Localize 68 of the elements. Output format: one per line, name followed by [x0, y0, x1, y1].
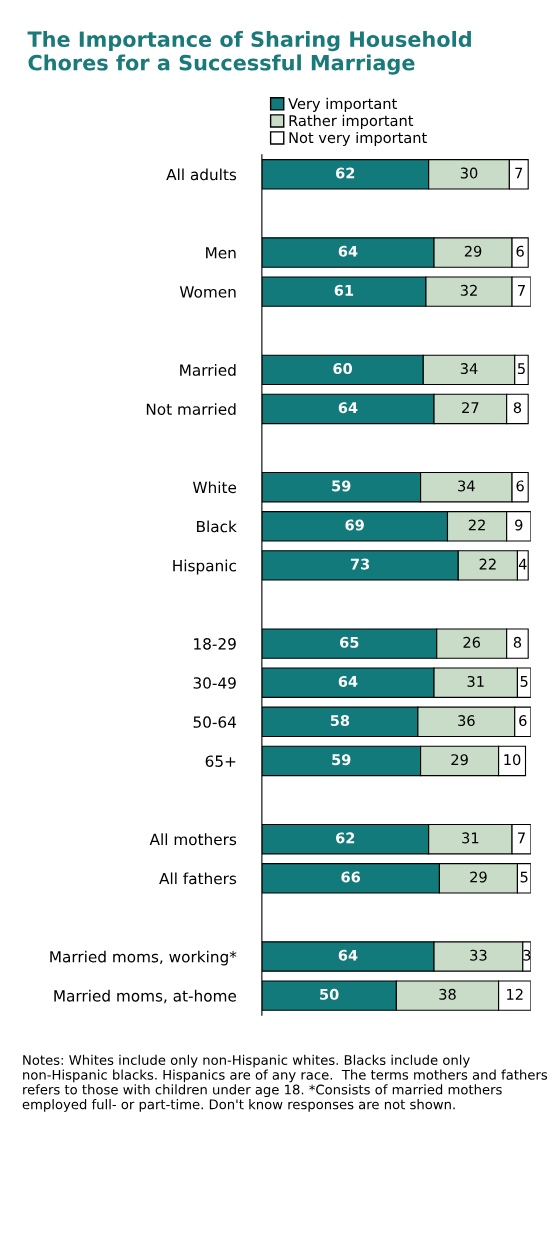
data-label: 27	[462, 402, 479, 413]
data-label: 4	[518, 558, 527, 570]
data-label: 30	[460, 167, 478, 179]
data-label: 50	[320, 988, 339, 1000]
data-label: 5	[517, 363, 525, 375]
y-tick-label: Married	[180, 364, 236, 376]
data-label: 60	[333, 363, 353, 375]
data-label: 36	[458, 715, 475, 727]
data-label: 34	[458, 480, 475, 492]
data-label: 62	[336, 167, 355, 179]
y-tick-label: White	[192, 481, 237, 494]
y-tick-label: All adults	[166, 168, 237, 181]
y-tick-label: Not married	[146, 403, 236, 415]
data-label: 73	[350, 558, 370, 570]
data-label: 8	[513, 402, 522, 414]
data-label: 5	[520, 871, 528, 883]
chart-title: The Importance of Sharing Household Chores for a Successful Marriage	[27, 30, 471, 75]
data-label: 22	[468, 519, 485, 531]
y-tick-label: Married moms, working*	[50, 950, 237, 966]
data-label: 26	[463, 636, 481, 648]
data-label: 58	[330, 715, 350, 727]
data-label: 62	[336, 832, 355, 844]
data-label: 7	[518, 832, 525, 844]
data-label: 10	[504, 754, 521, 766]
y-tick-label: All fathers	[159, 872, 237, 885]
data-label: 64	[338, 402, 358, 414]
y-tick-label: Hispanic	[173, 559, 236, 575]
data-label: 59	[332, 754, 351, 766]
y-tick-label: 65+	[205, 755, 236, 767]
data-label: 61	[334, 284, 354, 296]
data-label: 29	[470, 871, 487, 883]
legend-label: Very important	[288, 97, 397, 112]
legend-label: Not very important	[289, 131, 427, 146]
data-label: 65	[340, 636, 359, 648]
data-label: 38	[439, 988, 456, 1000]
y-tick-label: 30-49	[193, 677, 236, 689]
data-label: 6	[516, 245, 524, 257]
y-tick-label: 50-64	[193, 716, 237, 728]
data-label: 31	[467, 675, 484, 687]
data-label: 29	[464, 245, 482, 257]
y-tick-label: 18-29	[194, 638, 236, 650]
data-label: 6	[516, 480, 524, 492]
data-label: 5	[520, 676, 528, 687]
data-label: 7	[518, 285, 525, 296]
data-label: 64	[338, 675, 358, 687]
data-label: 64	[338, 949, 358, 961]
legend-label: Rather important	[289, 114, 414, 129]
data-label: 12	[507, 988, 523, 1000]
data-label: 22	[479, 558, 496, 570]
y-tick-label: Black	[197, 520, 237, 533]
data-label: 7	[515, 167, 523, 179]
data-label: 34	[460, 363, 478, 375]
data-label: 31	[462, 832, 479, 844]
data-label: 29	[451, 754, 468, 766]
data-label: 6	[519, 715, 527, 727]
y-tick-label: Women	[179, 286, 236, 298]
data-label: 69	[345, 519, 364, 531]
y-tick-label: Married moms, at-home	[54, 989, 237, 1004]
data-label: 64	[338, 245, 358, 257]
data-label: 9	[515, 519, 523, 531]
text: Notes: Whites include only non-Hispanic whites. Blacks include only non-Hispanic blacks. Hispanics are of any race. The terms mothers and fathers refers to those with children under age 18. *Consists of married mothers employed full- or part-time. Don't know responses are not shown.	[22, 1054, 548, 1112]
data-label: 32	[460, 284, 477, 296]
data-label: 8	[513, 636, 522, 648]
data-label: 33	[470, 949, 487, 961]
y-tick-label: Men	[206, 247, 236, 259]
y-tick-label: All mothers	[149, 833, 237, 846]
data-label: 59	[332, 480, 351, 492]
data-label: 66	[341, 871, 361, 883]
